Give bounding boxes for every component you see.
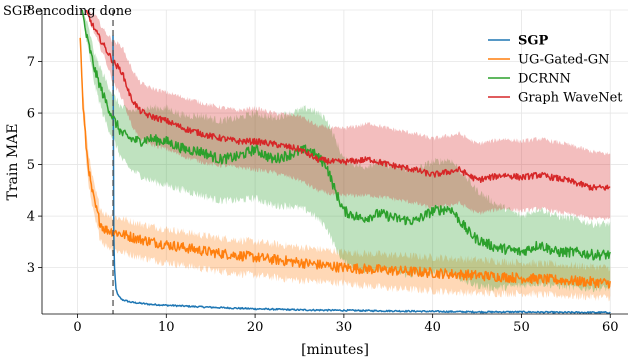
x-tick-label: 0 <box>73 320 81 335</box>
y-tick-label: 5 <box>27 158 35 173</box>
x-tick-label: 30 <box>336 320 353 335</box>
y-tick-label: 8 <box>27 4 35 19</box>
annotation-text: SGP encoding done <box>3 4 132 19</box>
series-line-0 <box>112 35 611 314</box>
legend-label: DCRNN <box>518 72 571 87</box>
series-line-3 <box>85 10 611 191</box>
series-line-1 <box>79 37 611 289</box>
y-tick-label: 6 <box>27 107 35 122</box>
y-axis-label: Train MAE <box>5 124 21 201</box>
legend-label: UG-Gated-GN <box>518 53 610 68</box>
band-2 <box>82 10 611 293</box>
confidence-bands <box>80 10 611 302</box>
axes: 0 10 20 30 40 50 60 3 4 5 6 7 8 [minutes] Train MAE <box>5 4 628 358</box>
legend-label: Graph WaveNet <box>518 91 623 106</box>
y-tick-label: 7 <box>27 55 35 70</box>
x-tick-label: 40 <box>424 320 441 335</box>
x-axis-label: [minutes] <box>301 342 369 358</box>
series-line-2 <box>81 10 611 261</box>
x-tick-label: 60 <box>602 320 619 335</box>
y-tick-label: 4 <box>27 210 35 225</box>
legend: SGP UG-Gated-GN DCRNN Graph WaveNet <box>488 34 623 106</box>
x-tick-label: 20 <box>247 320 264 335</box>
legend-label: SGP <box>518 34 548 49</box>
band-3 <box>86 10 611 221</box>
y-tick-label: 3 <box>27 261 35 276</box>
x-tick-label: 50 <box>513 320 530 335</box>
series-lines <box>79 10 611 314</box>
x-tick-label: 10 <box>158 320 175 335</box>
band-1 <box>80 22 611 302</box>
annotation: SGP encoding done <box>3 4 132 314</box>
